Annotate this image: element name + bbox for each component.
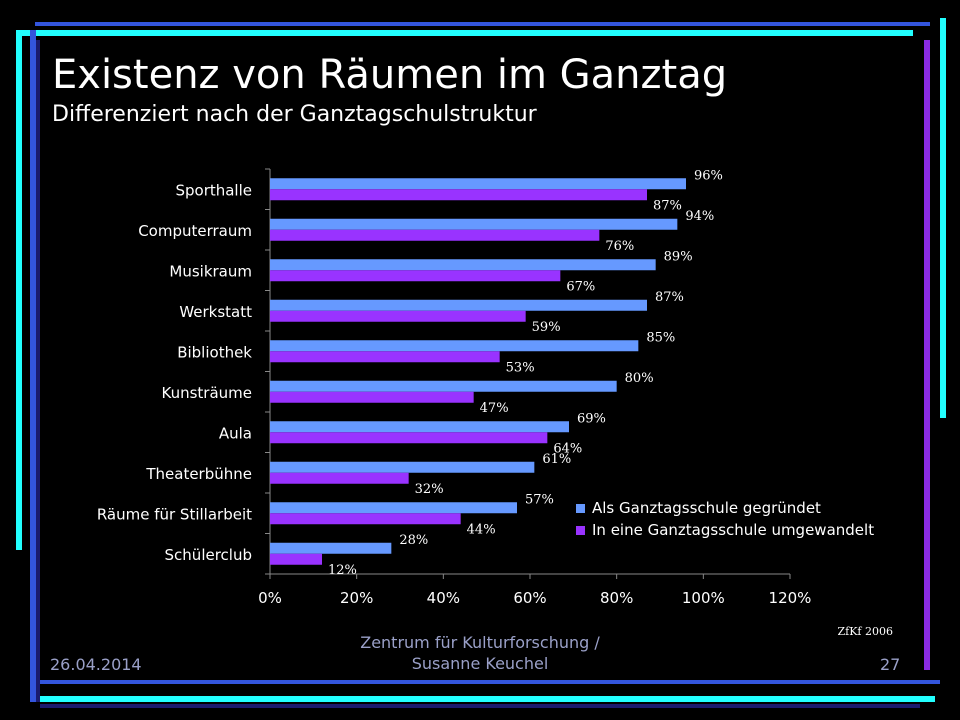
category-label: Bibliothek [177, 343, 252, 361]
data-label: 85% [646, 330, 675, 345]
x-tick-label: 0% [258, 589, 282, 607]
bar-converted [270, 270, 561, 282]
data-label: 80% [625, 371, 654, 386]
bar-founded [270, 299, 647, 311]
frame-right-cyan-bar [940, 18, 946, 418]
data-label: 61% [542, 452, 571, 467]
x-tick-label: 120% [769, 589, 812, 607]
legend-label: In eine Ganztagsschule umgewandelt [592, 521, 874, 539]
frame-right-purple-bar [924, 40, 930, 670]
x-tick-label: 40% [427, 589, 460, 607]
category-label: Räume für Stillarbeit [97, 505, 252, 523]
page-number: 27 [880, 655, 901, 674]
bar-converted [270, 472, 409, 484]
bar-converted [270, 351, 500, 363]
bar-converted [270, 553, 322, 565]
data-label: 32% [415, 482, 444, 497]
frame-top-cyan-bar [18, 30, 913, 36]
data-label: 69% [577, 411, 606, 426]
bar-converted [270, 189, 647, 201]
bar-converted [270, 391, 474, 403]
frame-left-cyan-bar [16, 30, 22, 550]
category-label: Schülerclub [165, 546, 252, 564]
bar-converted [270, 310, 526, 322]
category-label: Computerraum [138, 222, 252, 240]
category-label: Sporthalle [175, 181, 252, 199]
data-label: 12% [328, 563, 357, 578]
bar-converted [270, 432, 548, 444]
data-label: 59% [532, 320, 561, 335]
frame-bottom-shadow [40, 704, 920, 708]
bar-founded [270, 259, 656, 271]
source-note: ZfKf 2006 [838, 625, 894, 638]
category-label: Musikraum [169, 262, 252, 280]
category-label: Kunsträume [161, 384, 252, 402]
category-label: Werkstatt [179, 303, 252, 321]
data-label: 96% [694, 168, 723, 183]
bar-converted [270, 229, 600, 241]
bar-founded [270, 218, 678, 230]
frame-top-bar [35, 22, 930, 26]
frame-left-bar [30, 30, 36, 702]
category-label: Theaterbühne [145, 465, 252, 483]
bar-founded [270, 178, 686, 190]
data-label: 67% [566, 279, 595, 294]
footer-author: Zentrum für Kulturforschung / Susanne Ke… [360, 633, 600, 673]
data-label: 89% [664, 249, 693, 264]
bar-founded [270, 502, 517, 514]
data-label: 44% [467, 522, 496, 537]
data-label: 94% [685, 209, 714, 224]
bar-founded [270, 421, 569, 433]
bar-converted [270, 513, 461, 525]
slide-title: Existenz von Räumen im Ganztag [52, 52, 728, 98]
legend-label: Als Ganztagsschule gegründet [592, 499, 821, 517]
bar-founded [270, 380, 617, 392]
data-label: 28% [399, 533, 428, 548]
x-tick-label: 80% [600, 589, 633, 607]
legend-swatch [576, 504, 585, 513]
category-label: Aula [219, 424, 252, 442]
data-label: 87% [653, 198, 682, 213]
slide-subtitle: Differenziert nach der Ganztagschulstruk… [52, 102, 537, 127]
bar-founded [270, 542, 392, 554]
x-tick-label: 60% [513, 589, 546, 607]
bar-founded [270, 340, 639, 352]
data-label: 64% [553, 441, 582, 456]
x-tick-label: 20% [340, 589, 373, 607]
footer-date: 26.04.2014 [50, 655, 142, 674]
data-label: 76% [605, 239, 634, 254]
data-label: 47% [480, 401, 509, 416]
frame-bottom-cyan-bar [40, 696, 935, 702]
legend-swatch [576, 526, 585, 535]
x-tick-label: 100% [682, 589, 725, 607]
bar-founded [270, 461, 535, 473]
data-label: 87% [655, 290, 684, 305]
data-label: 53% [506, 360, 535, 375]
data-label: 57% [525, 492, 554, 507]
frame-left-shadow [36, 40, 40, 702]
frame-bottom-bar [40, 680, 940, 684]
